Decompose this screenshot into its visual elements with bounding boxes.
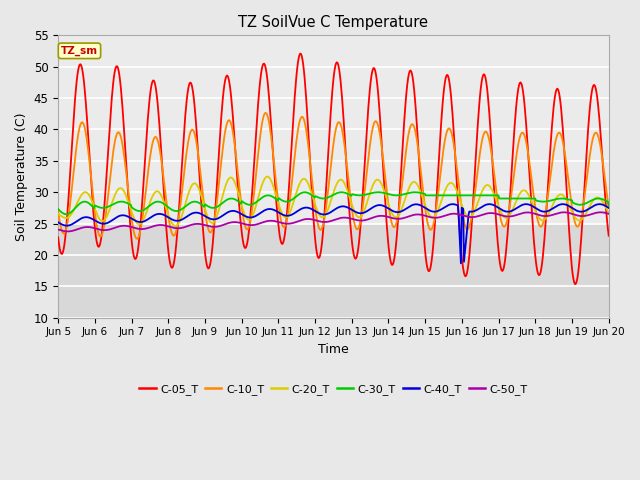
C-20_T (54, 211, 62, 217)
C-30_T (122, 200, 129, 205)
C-20_T (263, 174, 271, 180)
C-05_T (206, 263, 214, 269)
C-40_T (605, 205, 612, 211)
C-30_T (374, 189, 382, 195)
C-10_T (402, 150, 410, 156)
Line: C-20_T: C-20_T (58, 177, 609, 226)
C-05_T (417, 192, 425, 198)
C-40_T (64, 223, 72, 228)
C-10_T (64, 216, 72, 222)
C-50_T (605, 211, 612, 216)
C-20_T (605, 210, 612, 216)
C-30_T (418, 191, 426, 196)
Bar (58, 224, 609, 318)
C-40_T (177, 217, 184, 223)
C-20_T (172, 223, 179, 229)
Bar (58, 36, 609, 224)
Legend: C-05_T, C-10_T, C-20_T, C-30_T, C-40_T, C-50_T: C-05_T, C-10_T, C-20_T, C-30_T, C-40_T, … (134, 380, 532, 399)
C-05_T (54, 234, 62, 240)
C-05_T (64, 201, 72, 207)
X-axis label: Time: Time (318, 343, 349, 356)
C-10_T (54, 208, 62, 214)
C-10_T (262, 110, 269, 116)
Text: TZ_sm: TZ_sm (61, 46, 98, 56)
C-50_T (54, 227, 62, 232)
C-50_T (596, 209, 604, 215)
C-10_T (177, 194, 185, 200)
C-50_T (417, 212, 425, 217)
C-05_T (177, 180, 184, 186)
Line: C-05_T: C-05_T (58, 54, 609, 284)
C-20_T (177, 214, 185, 220)
C-20_T (121, 190, 129, 196)
C-50_T (401, 215, 409, 220)
Title: TZ SoilVue C Temperature: TZ SoilVue C Temperature (239, 15, 428, 30)
C-40_T (457, 261, 465, 266)
C-10_T (418, 178, 426, 184)
C-30_T (63, 211, 70, 217)
C-30_T (605, 203, 612, 208)
Line: C-10_T: C-10_T (58, 113, 609, 239)
C-10_T (207, 229, 214, 235)
C-50_T (122, 223, 129, 228)
C-30_T (402, 191, 410, 197)
C-50_T (207, 224, 214, 229)
C-20_T (418, 192, 426, 198)
C-40_T (596, 201, 604, 207)
C-10_T (133, 236, 141, 242)
C-05_T (571, 281, 579, 287)
C-10_T (121, 158, 129, 164)
C-30_T (177, 206, 185, 212)
Y-axis label: Soil Temperature (C): Soil Temperature (C) (15, 112, 28, 241)
C-30_T (207, 204, 214, 210)
C-40_T (417, 203, 424, 208)
C-50_T (65, 228, 73, 234)
C-10_T (605, 204, 612, 210)
C-40_T (206, 216, 214, 221)
C-20_T (207, 219, 214, 225)
C-05_T (121, 139, 129, 144)
C-30_T (54, 206, 62, 212)
Line: C-40_T: C-40_T (58, 204, 609, 264)
C-05_T (401, 107, 409, 113)
C-30_T (65, 211, 73, 216)
C-40_T (401, 207, 408, 213)
C-40_T (121, 213, 129, 218)
C-05_T (605, 233, 612, 239)
Line: C-50_T: C-50_T (58, 212, 609, 231)
C-05_T (296, 51, 304, 57)
C-40_T (54, 219, 62, 225)
C-50_T (64, 228, 72, 234)
C-20_T (402, 194, 410, 200)
Line: C-30_T: C-30_T (58, 192, 609, 214)
C-20_T (64, 215, 72, 220)
C-50_T (177, 225, 185, 231)
